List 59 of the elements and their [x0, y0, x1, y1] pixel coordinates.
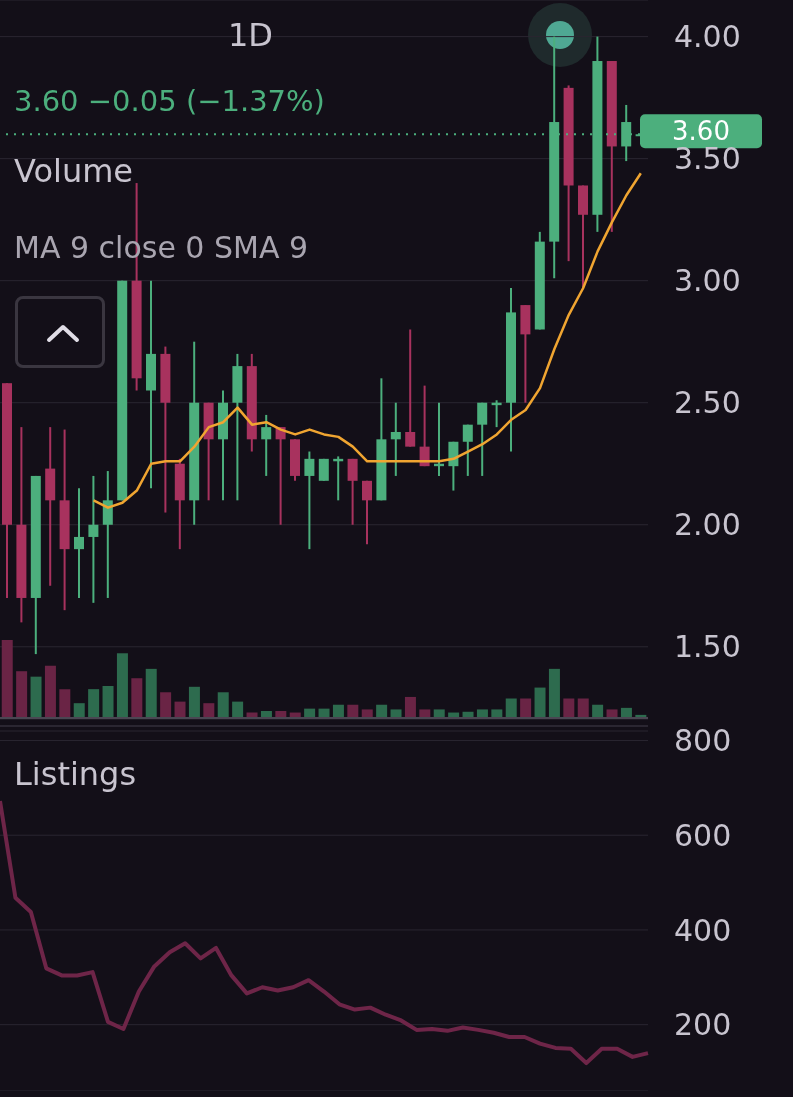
- y-tick-label: 3.00: [674, 263, 741, 299]
- y-tick-label: 2.50: [674, 385, 741, 421]
- bar: [203, 703, 215, 718]
- text: 1D: [228, 16, 273, 54]
- bar: [520, 698, 532, 718]
- candlestick: [390, 401, 401, 477]
- bar: [534, 687, 546, 718]
- bar: [606, 709, 618, 718]
- bar: [563, 698, 575, 718]
- bar: [116, 653, 128, 718]
- candlestick: [347, 457, 358, 526]
- candlestick: [405, 328, 416, 448]
- candlestick: [304, 450, 315, 551]
- bar: [174, 701, 186, 718]
- bar: [217, 692, 229, 718]
- bar: [505, 698, 517, 718]
- bar: [347, 704, 359, 718]
- text: Listings: [14, 755, 137, 793]
- bar: [102, 686, 114, 718]
- bar: [433, 709, 445, 718]
- bar: [232, 701, 244, 718]
- bar: [592, 704, 604, 718]
- chart-title: Volume: [14, 152, 134, 190]
- bar: [88, 689, 100, 718]
- bar: [16, 671, 28, 718]
- bar: [419, 709, 431, 718]
- y-tick-label: 1.50: [674, 629, 741, 665]
- candlestick: [261, 413, 272, 477]
- bar: [44, 665, 56, 718]
- y-tick-label: 800: [674, 723, 732, 759]
- bar: [491, 709, 503, 718]
- bar: [361, 709, 373, 718]
- candlestick: [74, 487, 84, 599]
- bar: [131, 678, 143, 718]
- candlestick: [88, 474, 99, 604]
- line-series: [0, 799, 650, 1066]
- bar: [332, 704, 344, 718]
- text: 3.60 −0.05 (−1.37%): [14, 84, 325, 118]
- y-tick-label: 4.00: [674, 19, 741, 55]
- bar: [577, 698, 589, 718]
- bar: [160, 692, 172, 718]
- y-tick-label: 600: [674, 817, 732, 853]
- bar: [30, 676, 42, 718]
- bar: [73, 703, 85, 718]
- bar: [59, 689, 71, 718]
- bar: [376, 704, 388, 718]
- y-tick-label: 200: [674, 1007, 732, 1043]
- candlestick: [462, 423, 473, 477]
- bar: [548, 668, 560, 718]
- bar: [404, 696, 416, 718]
- bar: [1, 640, 13, 718]
- bar: [390, 709, 402, 718]
- y-tick-label: 400: [674, 912, 732, 948]
- candlestick: [362, 479, 372, 546]
- y-tick-label: 2.00: [674, 507, 741, 543]
- bar: [476, 709, 488, 718]
- bar: [188, 686, 200, 718]
- bar: [145, 668, 157, 718]
- candlestick: [477, 401, 488, 477]
